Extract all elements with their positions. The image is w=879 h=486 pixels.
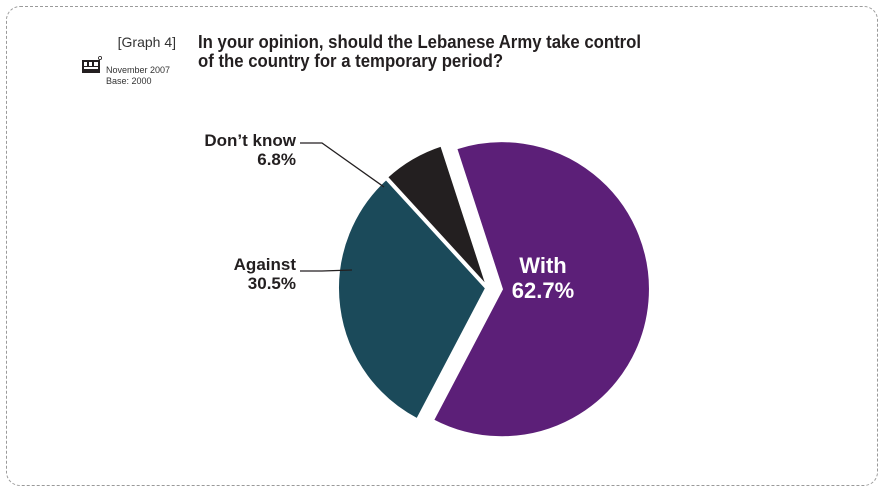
slice-label-dont-know: Don’t know 6.8% <box>196 131 296 169</box>
slice-label-against: Against 30.5% <box>196 255 296 293</box>
chart-meta: [Graph 4] November 2007 Base: 2000 <box>78 34 190 92</box>
survey-base: Base: 2000 <box>106 76 152 86</box>
publisher-logo-icon <box>82 56 102 73</box>
pie-slice-dont-know <box>385 144 488 287</box>
pie-slice-with <box>431 140 651 439</box>
chart-title-line-1: In your opinion, should the Lebanese Arm… <box>198 32 642 52</box>
leader-line-against <box>300 269 353 272</box>
pie-chart <box>300 140 651 439</box>
slice-value-against: 30.5% <box>247 274 296 293</box>
slice-value-with: 62.7% <box>511 278 575 303</box>
slice-name-against: Against <box>233 255 296 274</box>
pie-slice-against <box>337 177 488 421</box>
slice-label-with: With 62.7% <box>488 253 598 303</box>
slice-name-with: With <box>519 253 567 278</box>
slice-value-dont-know: 6.8% <box>257 150 296 169</box>
chart-title-line-2: of the country for a temporary period? <box>198 51 504 71</box>
chart-title: In your opinion, should the Lebanese Arm… <box>198 33 719 71</box>
survey-date: November 2007 <box>106 65 171 75</box>
leader-line-dont-know <box>300 142 385 188</box>
slice-name-dont-know: Don’t know <box>204 131 296 150</box>
graph-number: [Graph 4] <box>117 34 176 50</box>
